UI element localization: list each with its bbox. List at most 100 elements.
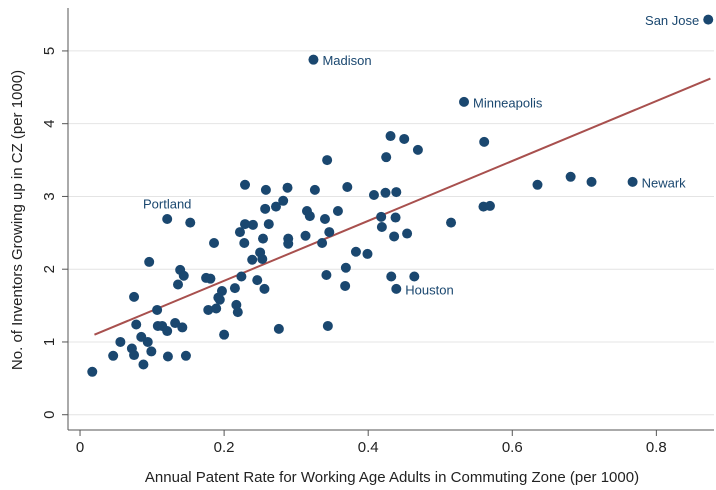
x-tick-label: 0 [76,439,84,456]
point [627,176,638,187]
point [368,189,379,200]
point [340,280,351,291]
y-tick-label: 5 [41,47,58,55]
point [376,222,387,233]
point [236,271,247,282]
y-tick-label: 1 [41,338,58,346]
point [87,366,98,377]
point [309,184,320,195]
point [219,329,230,340]
x-axis-title: Annual Patent Rate for Working Age Adult… [145,469,639,486]
point [229,283,240,294]
point [321,270,332,281]
point [185,217,196,228]
point [240,179,251,190]
x-tick-label: 0.8 [646,439,667,456]
point [260,184,271,195]
point [138,359,149,370]
point [586,176,597,187]
point [259,283,270,294]
point [300,230,311,241]
y-tick-label: 2 [41,265,58,273]
point [142,336,153,347]
point [484,200,495,211]
point [362,248,373,259]
point [247,254,258,265]
point [270,201,281,212]
point [177,322,188,333]
point [162,214,173,224]
point [173,279,184,290]
point [129,291,140,302]
point [703,14,714,25]
point [385,131,396,142]
point [240,219,251,230]
point [278,195,289,206]
point-label: Houston [405,282,453,297]
fit-line [94,77,711,336]
point [131,319,142,330]
point [391,187,402,198]
point [257,254,268,265]
x-tick-label: 0.4 [358,439,379,456]
point [322,320,333,331]
point [170,318,181,329]
point [391,283,402,294]
point [332,205,343,216]
point [115,336,126,347]
point [260,203,271,214]
point [144,256,155,267]
point [389,231,400,242]
point [213,292,224,303]
point [283,238,294,249]
point [108,350,119,361]
point [247,219,258,230]
point [565,171,576,182]
point [402,228,413,239]
point [386,271,397,282]
point [211,303,222,314]
point [205,273,216,284]
point [304,211,315,222]
point [203,304,214,315]
point [239,238,250,249]
point-label: San Jose [645,13,699,28]
point [390,212,401,223]
point [282,182,293,193]
point [180,350,191,361]
point [273,323,284,334]
point [532,179,543,190]
x-tick-label: 0.2 [214,439,235,456]
point [381,152,392,163]
point [162,351,173,362]
point [209,238,220,249]
point [319,214,330,224]
point [317,238,328,249]
point [308,54,319,65]
point-label: Madison [322,53,371,68]
y-tick-label: 4 [41,120,58,128]
point [152,304,163,315]
point [129,350,140,361]
point [178,270,189,281]
point [322,155,333,166]
point [399,133,410,144]
point [350,246,361,257]
x-tick-label: 0.6 [502,439,523,456]
point [340,262,351,273]
point [479,136,490,147]
y-tick-label: 0 [41,411,58,419]
point [459,96,470,107]
point-label: Portland [143,196,191,211]
point [324,227,335,238]
point [263,219,274,230]
point [258,233,269,244]
point [376,211,387,222]
point [342,181,353,192]
point [412,144,423,155]
point-label: Newark [642,175,687,190]
point [232,307,243,318]
point-label: Minneapolis [473,95,543,110]
point [409,271,420,282]
